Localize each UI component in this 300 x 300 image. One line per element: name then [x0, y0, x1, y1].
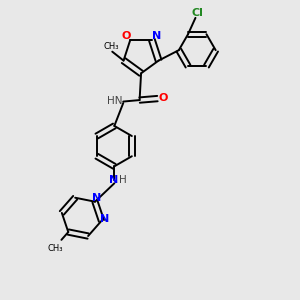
Text: N: N — [92, 193, 101, 203]
Text: HN: HN — [106, 96, 122, 106]
Text: CH₃: CH₃ — [103, 42, 118, 51]
Text: O: O — [121, 32, 130, 41]
Text: N: N — [100, 214, 109, 224]
Text: CH₃: CH₃ — [48, 244, 63, 253]
Text: O: O — [159, 93, 168, 103]
Text: N: N — [109, 175, 119, 185]
Text: N: N — [152, 32, 161, 41]
Text: H: H — [119, 175, 127, 185]
Text: Cl: Cl — [191, 8, 203, 17]
